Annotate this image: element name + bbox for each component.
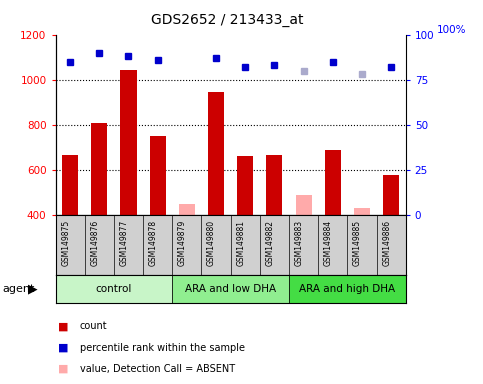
Text: control: control bbox=[96, 284, 132, 294]
Text: value, Detection Call = ABSENT: value, Detection Call = ABSENT bbox=[80, 364, 235, 374]
Text: ARA and high DHA: ARA and high DHA bbox=[299, 284, 396, 294]
Bar bbox=[383, 175, 399, 215]
Text: ■: ■ bbox=[58, 321, 69, 331]
Bar bbox=[120, 70, 137, 215]
Text: ▶: ▶ bbox=[28, 283, 38, 295]
Text: count: count bbox=[80, 321, 107, 331]
Bar bbox=[179, 204, 195, 215]
Text: GSM149885: GSM149885 bbox=[353, 220, 362, 266]
Bar bbox=[267, 155, 283, 215]
Bar bbox=[150, 136, 166, 215]
Text: GSM149884: GSM149884 bbox=[324, 220, 333, 266]
Bar bbox=[237, 156, 253, 215]
Bar bbox=[62, 155, 78, 215]
Text: GSM149880: GSM149880 bbox=[207, 220, 216, 266]
Text: GSM149881: GSM149881 bbox=[236, 220, 245, 266]
Text: percentile rank within the sample: percentile rank within the sample bbox=[80, 343, 245, 353]
Text: ■: ■ bbox=[58, 364, 69, 374]
Text: GSM149886: GSM149886 bbox=[382, 220, 391, 266]
Text: GSM149878: GSM149878 bbox=[149, 220, 157, 266]
Text: GSM149875: GSM149875 bbox=[61, 220, 70, 266]
Text: GSM149883: GSM149883 bbox=[295, 220, 304, 266]
Bar bbox=[56, 275, 172, 303]
Bar bbox=[91, 122, 107, 215]
Text: GDS2652 / 213433_at: GDS2652 / 213433_at bbox=[151, 13, 303, 27]
Bar bbox=[208, 92, 224, 215]
Bar bbox=[354, 208, 370, 215]
Text: GSM149877: GSM149877 bbox=[119, 220, 128, 266]
Text: ■: ■ bbox=[58, 343, 69, 353]
Text: GSM149879: GSM149879 bbox=[178, 220, 187, 266]
Text: GSM149882: GSM149882 bbox=[265, 220, 274, 266]
Bar bbox=[289, 275, 406, 303]
Bar bbox=[296, 195, 312, 215]
Bar bbox=[325, 150, 341, 215]
Bar bbox=[172, 275, 289, 303]
Y-axis label: 100%: 100% bbox=[437, 25, 466, 35]
Text: agent: agent bbox=[2, 284, 35, 294]
Text: ARA and low DHA: ARA and low DHA bbox=[185, 284, 276, 294]
Text: GSM149876: GSM149876 bbox=[90, 220, 99, 266]
